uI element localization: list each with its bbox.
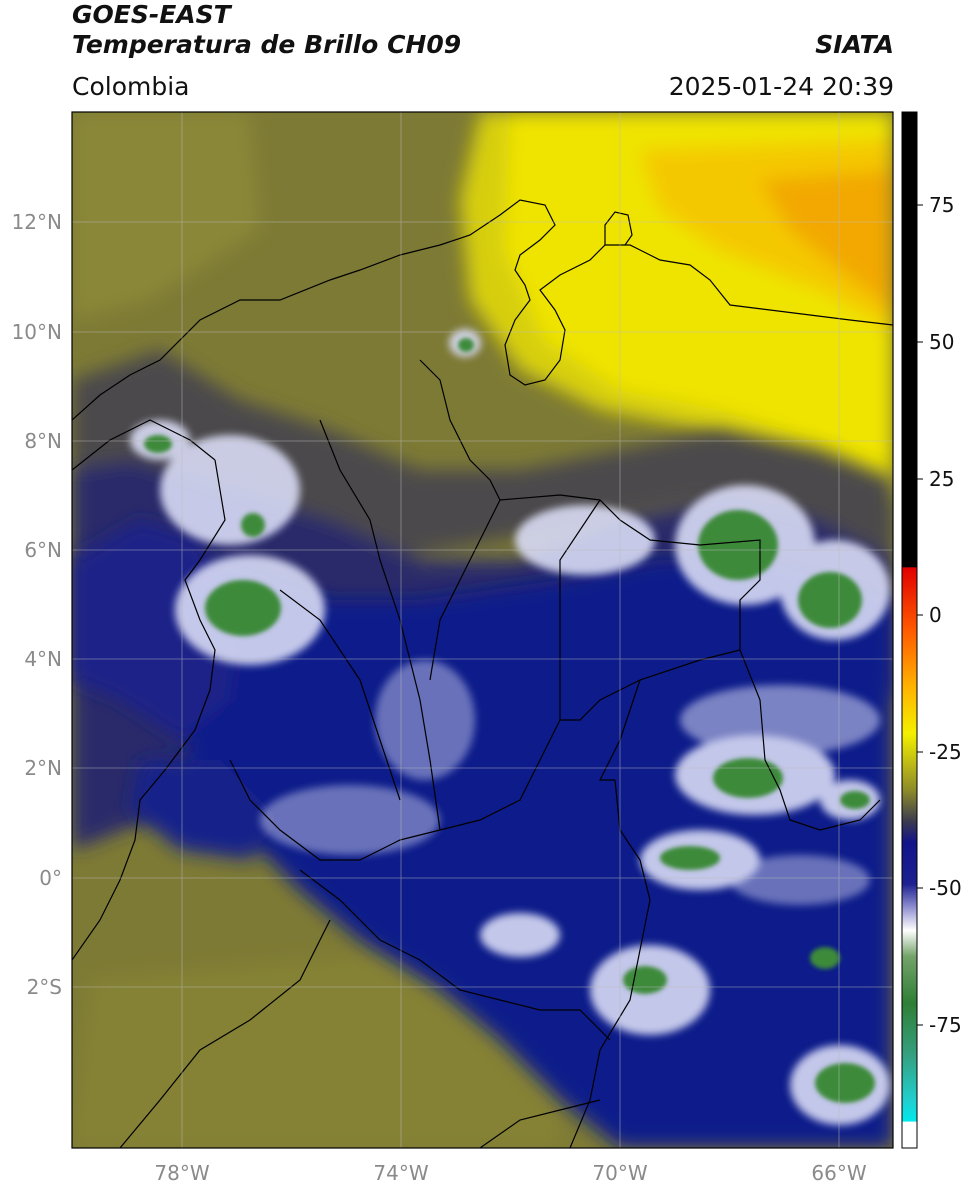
lon-label: 78°W [154,1161,209,1185]
lat-label: 10°N [12,320,62,344]
agency-label: SIATA [815,30,894,59]
lat-label: 2°S [27,975,62,999]
colorbar-tick: 25 [929,467,954,491]
lon-label: 66°W [811,1161,866,1185]
colorbar-tick: 50 [929,330,954,354]
datetime-label: 2025-01-24 20:39 [668,72,894,101]
colorbar-scale [901,111,918,1149]
satellite-title: GOES-EAST [72,0,231,29]
lat-label: 6°N [24,538,62,562]
colorbar-tick: 75 [929,193,954,217]
lon-label: 70°W [592,1161,647,1185]
lat-label: 2°N [24,756,62,780]
lat-label: 8°N [24,429,62,453]
longitude-labels: 78°W 74°W 70°W 66°W [154,1161,866,1185]
colorbar: 75 50 25 0 -25 -50 -75 [901,111,962,1149]
colorbar-tick: -50 [929,876,962,900]
lat-label: 0° [39,866,62,890]
product-title: Temperatura de Brillo CH09 [72,30,462,59]
map-frame [71,111,894,1149]
latitude-labels: 12°N 10°N 8°N 6°N 4°N 2°N 0° 2°S [12,210,62,999]
colorbar-tick: -25 [929,740,962,764]
lat-label: 12°N [12,210,62,234]
lon-label: 74°W [373,1161,428,1185]
brightness-temperature-field [72,112,893,1148]
colorbar-tick: -75 [929,1013,962,1037]
graticule [72,112,893,1148]
lat-label: 4°N [24,647,62,671]
colorbar-tick: 0 [929,603,942,627]
country-borders [72,199,893,1148]
region-label: Colombia [72,72,190,101]
